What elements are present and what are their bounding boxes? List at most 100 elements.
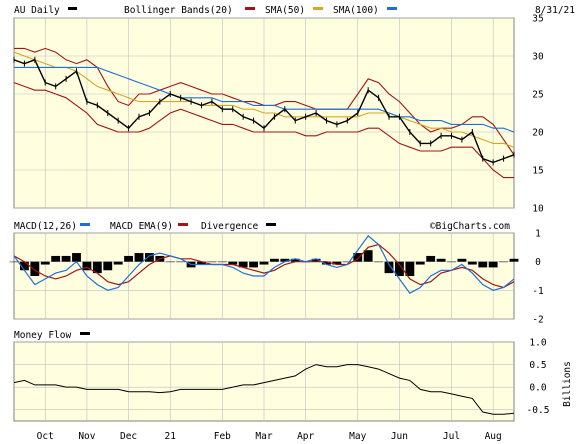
y-tick-label: -1 (532, 286, 544, 297)
x-tick-label: Aug (485, 431, 502, 442)
divergence-bar (332, 261, 342, 265)
divergence-bar (30, 261, 40, 276)
divergence-bar (384, 261, 394, 274)
divergence-bar (342, 261, 352, 263)
x-tick-label: Nov (78, 431, 95, 442)
x-tick-label: 21 (165, 431, 177, 442)
divergence-bar (40, 261, 50, 265)
divergence-bar (134, 253, 144, 262)
y-tick-label: 0.5 (529, 360, 546, 371)
y-tick-label: 1.0 (529, 338, 546, 349)
y-tick-label: 0 (535, 257, 541, 268)
x-tick-label: Jun (391, 431, 408, 442)
divergence-bar (19, 261, 29, 271)
symbol-swatch (68, 7, 77, 10)
divergence-bar (113, 261, 123, 265)
x-axis: Oct Nov Dec 21 Feb Mar Apr May Jun Jul Aug (37, 431, 502, 442)
divergence-bar (228, 261, 238, 265)
legend-bollinger-swatch (245, 7, 255, 10)
divergence-bar (311, 258, 321, 262)
legend-sma100-swatch (387, 7, 397, 10)
divergence-bar (290, 258, 300, 262)
watermark: ©BigCharts.com (430, 221, 510, 232)
divergence-bar (207, 261, 217, 263)
legend-sma50-label: SMA(50) (265, 5, 305, 16)
x-tick-label: Oct (37, 431, 54, 442)
divergence-bar (499, 261, 509, 263)
money-flow-grid (14, 341, 514, 421)
divergence-bar (457, 258, 467, 262)
symbol-label: AU Daily (14, 5, 60, 16)
divergence-bar (72, 253, 81, 262)
price-panel: 10 15 20 25 30 35 (13, 14, 544, 215)
divergence-bar (280, 258, 290, 262)
divergence-bar (259, 261, 269, 265)
x-tick-label: Mar (255, 431, 272, 442)
divergence-bar (415, 261, 425, 265)
y-tick-label: -2 (532, 315, 543, 326)
price-grid (14, 17, 514, 209)
macd-ema-swatch (178, 223, 188, 226)
x-tick-label: May (349, 431, 366, 442)
money-flow-line (13, 364, 515, 415)
macd-label: MACD(12,26) (14, 221, 77, 232)
divergence-bar (509, 258, 519, 262)
y-tick-label: 1 (535, 229, 541, 240)
y-tick-label: 30 (532, 52, 544, 63)
x-tick-label: Jul (443, 431, 460, 442)
macd-header-bar (0, 217, 579, 233)
macd-ema-line (13, 243, 515, 289)
divergence-bar (61, 255, 71, 262)
x-tick-label: Dec (120, 431, 137, 442)
money-flow-header-bar (0, 326, 579, 342)
divergence-bar (353, 253, 363, 262)
divergence-bar (144, 253, 154, 262)
divergence-bar (426, 255, 436, 262)
divergence-bar (249, 261, 259, 268)
legend-bollinger-label: Bollinger Bands(20) (124, 5, 233, 16)
divergence-bar (9, 261, 19, 263)
divergence-bar (478, 261, 488, 268)
x-tick-label: Apr (297, 431, 314, 442)
chart-date: 8/31/21 (535, 5, 575, 16)
divergence-bar (103, 261, 113, 271)
legend-sma50-swatch (313, 7, 323, 10)
bollinger-lower-line (13, 82, 514, 179)
divergence-bar (51, 255, 61, 262)
macd-y-axis: -2 -1 0 1 (532, 229, 544, 326)
y-tick-label: 20 (532, 128, 544, 139)
price-header: AU Daily Bollinger Bands(20) SMA(50) SMA… (14, 5, 575, 16)
divergence-bar (269, 258, 279, 262)
y-tick-label: 25 (532, 90, 543, 101)
money-flow-label: Money Flow (14, 330, 71, 341)
money-flow-series (13, 364, 515, 415)
divergence-bar (238, 261, 248, 268)
divergence-label: Divergence (201, 221, 258, 232)
divergence-bar (394, 261, 404, 276)
y-tick-label: 35 (532, 14, 543, 25)
macd-swatch (80, 223, 90, 226)
divergence-swatch (266, 223, 276, 226)
macd-line (13, 235, 515, 294)
money-flow-panel: Money Flow -0.5 0.0 0.5 1.0 Billions (0, 326, 579, 422)
divergence-bar (374, 261, 384, 263)
divergence-bar (124, 255, 134, 262)
sma50-line (13, 51, 515, 148)
divergence-bar (405, 261, 415, 276)
macd-panel: MACD(12,26) MACD EMA(9) Divergence ©BigC… (0, 217, 579, 326)
x-tick-label: Feb (214, 431, 231, 442)
price-series (13, 47, 515, 179)
divergence-bar (467, 261, 477, 265)
divergence-bar (165, 261, 175, 263)
legend-sma100-label: SMA(100) (333, 5, 379, 16)
sma100-line (14, 66, 515, 133)
money-flow-swatch (80, 332, 90, 335)
y-tick-label: 15 (532, 166, 543, 177)
divergence-bar (176, 261, 186, 263)
divergence-bar (322, 261, 331, 265)
divergence-bar (217, 261, 227, 263)
macd-series (9, 235, 519, 294)
divergence-bar (92, 261, 102, 274)
money-flow-axis-title: Billions (562, 361, 573, 407)
divergence-bar (363, 250, 373, 262)
